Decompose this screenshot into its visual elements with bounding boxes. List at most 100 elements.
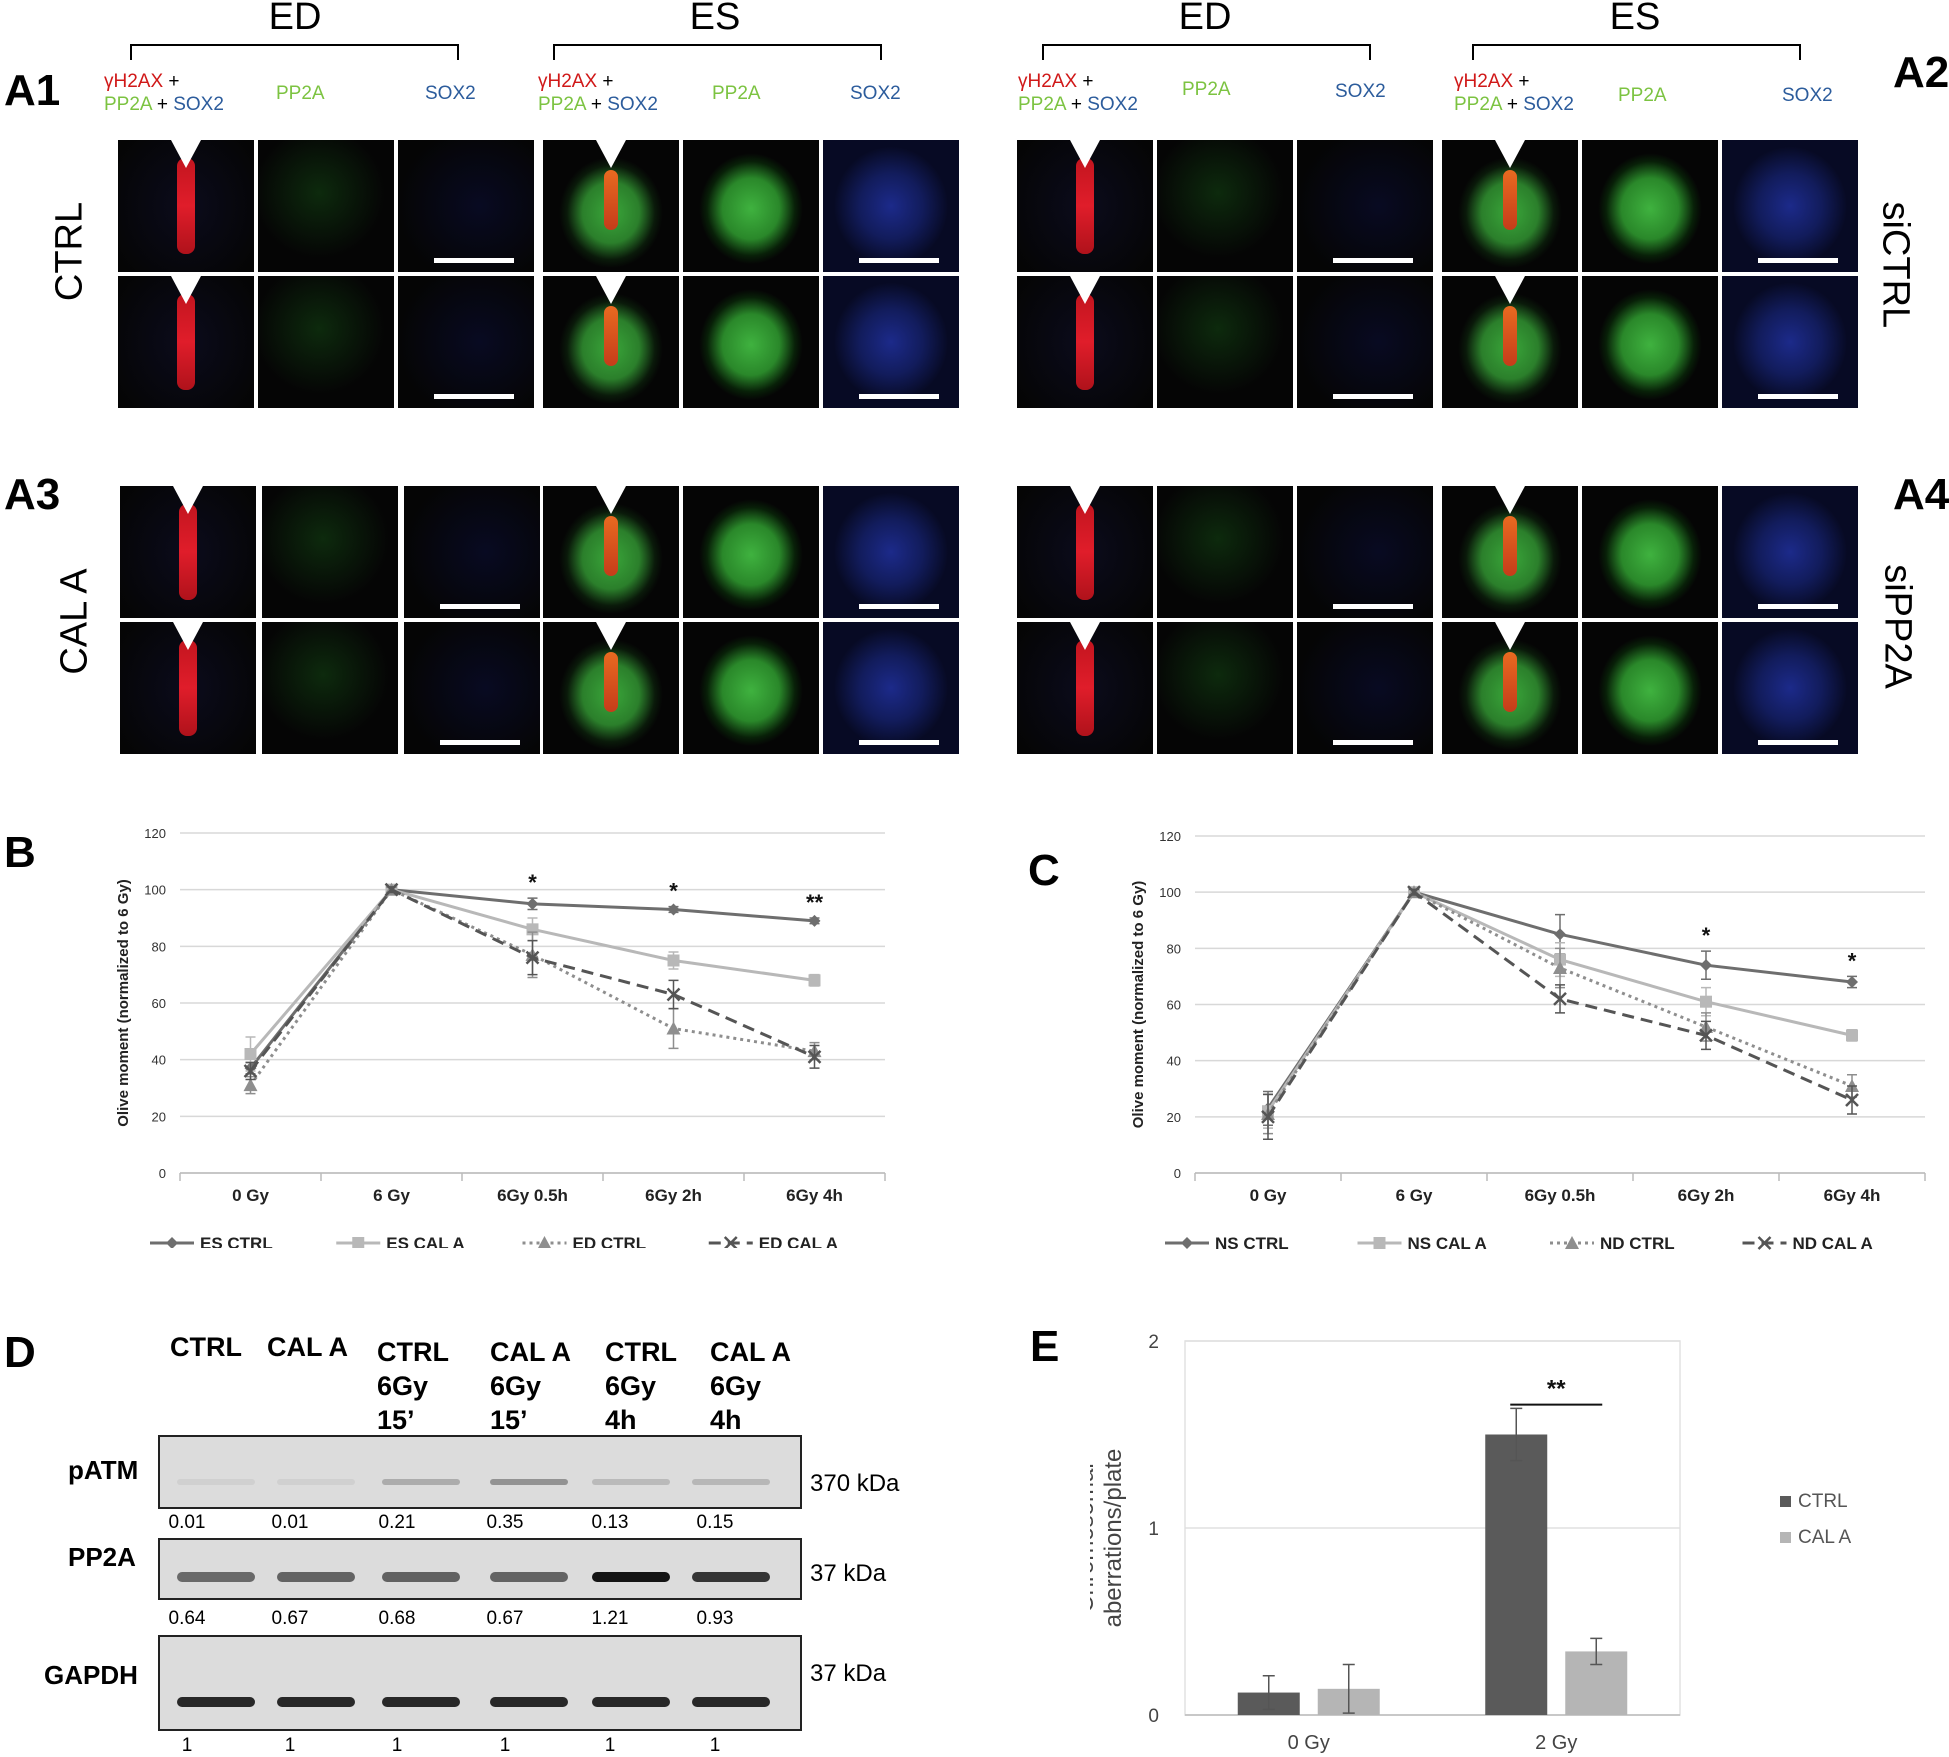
pp2a-micrograph <box>262 486 398 618</box>
scale-bar <box>1333 394 1413 399</box>
sox2-micrograph <box>823 622 959 754</box>
data-point <box>384 882 399 897</box>
legend-label: ED CAL A <box>759 1234 838 1248</box>
gh2ax-signal <box>1076 158 1094 254</box>
panel-label-a3: A3 <box>4 470 61 519</box>
channel-pp2a-label: PP2A <box>712 83 761 104</box>
arrowhead-icon <box>1495 486 1525 514</box>
channel-pp2a-label: PP2A <box>1182 79 1231 100</box>
scale-bar <box>859 604 939 609</box>
protein-band <box>277 1572 355 1582</box>
band-quantification: 0.15 <box>696 1512 734 1533</box>
error-bar <box>1510 1407 1523 1462</box>
sox2-micrograph <box>404 486 540 618</box>
olive-moment-chart-b: 0 20 40 60 80 100 120 0 Gy 6 Gy 6Gy 0.5h 6Gy 2h 6Gy… <box>115 826 886 1248</box>
merge-micrograph <box>543 276 679 408</box>
channel-merge-label: γH2AX + PP2A + SOX2 <box>538 71 658 115</box>
x-tick-label: 6Gy 2h <box>1678 1186 1735 1205</box>
gh2ax-signal <box>604 652 618 712</box>
bracket-es-left <box>553 44 882 60</box>
data-point <box>1700 959 1712 972</box>
protein-band <box>382 1697 460 1707</box>
arrowhead-icon <box>596 140 626 168</box>
legend-label: ND CAL A <box>1793 1234 1873 1250</box>
scale-bar <box>1758 604 1838 609</box>
panel-label-b: B <box>4 828 36 877</box>
lane-header-line: 4h <box>605 1405 637 1435</box>
group-ed-left: ED <box>268 0 322 38</box>
y-tick-label: 100 <box>1159 885 1181 900</box>
series-line <box>249 887 816 1072</box>
data-point <box>666 1021 681 1035</box>
y-tick-label: 2 <box>1148 1332 1159 1353</box>
data-point <box>1699 1028 1713 1043</box>
gh2ax-signal <box>1503 170 1517 230</box>
merge-micrograph <box>1017 276 1153 408</box>
band-quantification: 1 <box>391 1735 403 1756</box>
scale-bar <box>1333 740 1413 745</box>
error-bar <box>1590 1637 1603 1666</box>
arrowhead-icon <box>596 276 626 304</box>
gh2ax-signal <box>1503 652 1517 712</box>
lane-header-line: 6Gy <box>710 1371 762 1401</box>
series-line <box>249 887 815 1087</box>
merge-micrograph <box>543 140 679 272</box>
pp2a-micrograph <box>1582 276 1718 408</box>
data-point <box>526 897 539 910</box>
pp2a-micrograph <box>1157 486 1293 618</box>
band-quantification: 0.35 <box>486 1512 524 1533</box>
protein-band <box>692 1572 770 1582</box>
group-es-right: ES <box>1609 0 1661 38</box>
channel-pp2a-label: PP2A <box>1618 85 1667 106</box>
lane-header-line: 15’ <box>377 1405 415 1435</box>
lane-header: CTRL 6Gy 4h <box>605 1335 677 1437</box>
scale-bar <box>440 604 520 609</box>
lane-header-line: CAL A <box>490 1337 571 1367</box>
band-quantification: 0.67 <box>271 1608 309 1629</box>
legend-swatch <box>1780 1532 1791 1543</box>
bracket-ed-left <box>130 44 459 60</box>
molecular-weight-label: 370 kDa <box>810 1470 900 1497</box>
legend-label: ED CTRL <box>573 1234 647 1248</box>
band-quantification: 0.01 <box>168 1512 206 1533</box>
data-point <box>667 903 680 916</box>
y-tick-label: 120 <box>144 826 166 841</box>
legend-marker <box>1565 1236 1579 1249</box>
chromosomal-aberrations-chart: 0 1 2 0 Gy 2 Gy ** Chromosomalaberrations/plat… <box>1090 1332 1851 1754</box>
gh2ax-signal <box>1503 306 1517 366</box>
sox2-micrograph <box>1722 140 1858 272</box>
sox2-micrograph <box>398 276 534 408</box>
protein-band <box>382 1479 460 1485</box>
x-tick-label: 6 Gy <box>373 1186 410 1205</box>
data-point <box>666 987 681 1002</box>
protein-band <box>177 1479 255 1485</box>
merge-micrograph <box>543 486 679 618</box>
protein-band <box>382 1572 460 1582</box>
molecular-weight-label: 37 kDa <box>810 1560 887 1587</box>
row-label-sictrl: siCTRL <box>1874 201 1917 329</box>
x-tick-label: 6Gy 4h <box>1824 1186 1881 1205</box>
arrowhead-icon <box>596 622 626 650</box>
y-tick-label: 0 <box>1148 1706 1159 1727</box>
gh2ax-signal <box>179 504 197 600</box>
bar <box>1485 1434 1548 1715</box>
band-quantification: 1 <box>709 1735 721 1756</box>
data-point <box>1700 995 1712 1008</box>
data-point <box>1407 885 1421 900</box>
arrowhead-icon <box>1070 486 1100 514</box>
data-point <box>243 1064 258 1078</box>
gh2ax-signal <box>604 516 618 576</box>
arrowhead-icon <box>173 622 203 650</box>
blot-membrane <box>158 1435 802 1509</box>
merge-micrograph <box>118 140 254 272</box>
arrowhead-icon <box>1495 140 1525 168</box>
gh2ax-signal <box>1076 640 1094 736</box>
band-quantification: 0.01 <box>271 1512 309 1533</box>
panel-label-d: D <box>4 1328 36 1377</box>
scale-bar <box>859 394 939 399</box>
legend-label: CTRL <box>1798 1491 1848 1512</box>
y-tick-label: 80 <box>152 939 166 954</box>
band-quantification: 0.67 <box>486 1608 524 1629</box>
legend-marker <box>166 1237 178 1248</box>
merge-micrograph <box>118 276 254 408</box>
